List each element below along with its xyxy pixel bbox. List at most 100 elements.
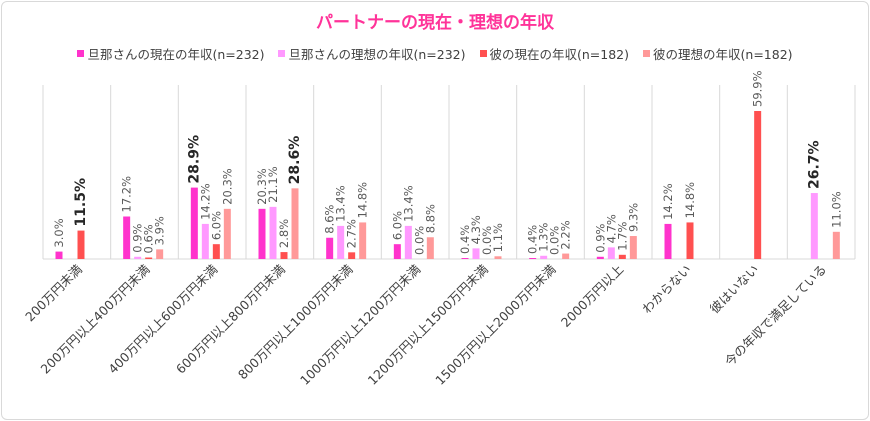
bar <box>258 208 266 259</box>
bar <box>280 252 288 259</box>
bar <box>529 258 537 259</box>
bar <box>664 223 672 259</box>
data-label: 2.2% <box>559 220 573 249</box>
category-label: 1000万円以上1200万円未満 <box>297 262 423 388</box>
data-label: 0.0% <box>480 226 494 255</box>
bar <box>337 225 345 259</box>
bar <box>596 256 604 259</box>
data-label: 0.0% <box>548 226 562 255</box>
bar <box>404 225 412 259</box>
bar <box>269 206 277 259</box>
category-label: 彼はいない <box>707 262 762 317</box>
data-label: 14.2% <box>661 183 675 220</box>
bar <box>190 187 198 259</box>
bar <box>326 237 334 259</box>
data-label: 6.0% <box>390 211 404 240</box>
category-label: わからない <box>639 262 694 317</box>
data-label: 0.9% <box>131 223 145 252</box>
legend-item: 彼の理想の年収(n=182) <box>643 44 793 63</box>
data-label: 28.9% <box>186 135 202 184</box>
bar <box>618 254 626 259</box>
data-label: 3.0% <box>52 218 66 247</box>
legend-label: 旦那さんの現在の年収(n=232) <box>87 47 265 62</box>
data-label: 13.4% <box>401 185 415 222</box>
legend-label: 旦那さんの理想の年収(n=232) <box>288 47 466 62</box>
data-label: 59.9% <box>751 70 765 107</box>
bar <box>212 244 220 259</box>
data-label: 28.6% <box>287 136 303 185</box>
data-label: 0.0% <box>412 226 426 255</box>
legend-swatch <box>479 50 487 57</box>
data-label: 1.3% <box>537 222 551 251</box>
category-label: 400万円以上600万円未満 <box>105 262 220 377</box>
bar <box>223 208 231 259</box>
category-label: 2000万円以上 <box>558 262 626 330</box>
data-label: 17.2% <box>120 176 134 213</box>
bar <box>472 248 480 259</box>
bar <box>810 193 818 259</box>
data-label: 14.8% <box>683 182 697 219</box>
bar <box>540 255 548 259</box>
bar <box>754 111 762 259</box>
data-label: 14.2% <box>198 183 212 220</box>
bar <box>156 249 164 259</box>
bar <box>426 237 434 259</box>
data-label: 4.3% <box>469 215 483 244</box>
data-label: 13.4% <box>334 185 348 222</box>
bar <box>832 231 840 259</box>
bar <box>55 251 63 259</box>
data-label: 14.8% <box>356 182 370 219</box>
data-label: 8.6% <box>323 204 337 233</box>
data-label: 20.3% <box>255 168 269 205</box>
category-label: 1500万円以上2000万円未満 <box>432 262 558 388</box>
legend-item: 旦那さんの理想の年収(n=232) <box>278 44 466 63</box>
data-label: 11.0% <box>829 191 843 228</box>
data-label: 0.4% <box>526 225 540 254</box>
bar <box>201 223 209 259</box>
legend-item: 旦那さんの現在の年収(n=232) <box>77 44 264 63</box>
legend-swatch <box>643 50 651 57</box>
data-label: 1.1% <box>491 223 505 252</box>
category-label: 200万円以上400万円未満 <box>38 262 153 377</box>
data-label: 0.4% <box>458 225 472 254</box>
bar <box>134 256 142 259</box>
bar <box>686 222 694 259</box>
data-label: 21.1% <box>266 166 280 203</box>
bar <box>348 252 356 259</box>
data-label: 0.9% <box>593 223 607 252</box>
category-label: 200万円未満 <box>22 262 85 325</box>
category-label: 1200万円以上1500万円未満 <box>365 262 491 388</box>
bar <box>393 244 401 259</box>
bar <box>562 253 570 259</box>
data-label: 20.3% <box>220 168 234 205</box>
data-label: 0.6% <box>142 224 156 253</box>
category-label: 800万円以上1000万円未満 <box>235 262 356 383</box>
data-label: 11.5% <box>73 178 89 227</box>
legend-swatch <box>77 50 85 57</box>
bar <box>359 222 367 259</box>
data-label: 4.7% <box>604 214 618 243</box>
legend-label: 彼の理想の年収(n=182) <box>653 47 793 62</box>
data-label: 8.8% <box>423 204 437 233</box>
bar <box>291 188 299 259</box>
data-label: 2.8% <box>277 219 291 248</box>
bar <box>123 216 131 259</box>
data-label: 3.9% <box>153 216 167 245</box>
bar <box>461 258 469 259</box>
legend-item: 彼の現在の年収(n=182) <box>479 44 630 63</box>
data-label: 9.3% <box>626 203 640 232</box>
legend-swatch <box>278 50 286 57</box>
legend-label: 彼の現在の年収(n=182) <box>489 47 630 62</box>
bar <box>494 256 502 259</box>
category-label: 600万円以上800万円未満 <box>173 262 288 377</box>
data-label: 26.7% <box>806 140 822 189</box>
bar <box>145 257 153 259</box>
data-label: 2.7% <box>345 219 359 248</box>
bar <box>607 247 615 259</box>
chart-title: パートナーの現在・理想の年収 <box>316 13 554 33</box>
data-label: 1.7% <box>615 222 629 251</box>
bar <box>77 230 85 259</box>
data-label: 6.0% <box>209 211 223 240</box>
legend: 旦那さんの現在の年収(n=232) 旦那さんの理想の年収(n=232) 彼の現在… <box>0 44 870 63</box>
